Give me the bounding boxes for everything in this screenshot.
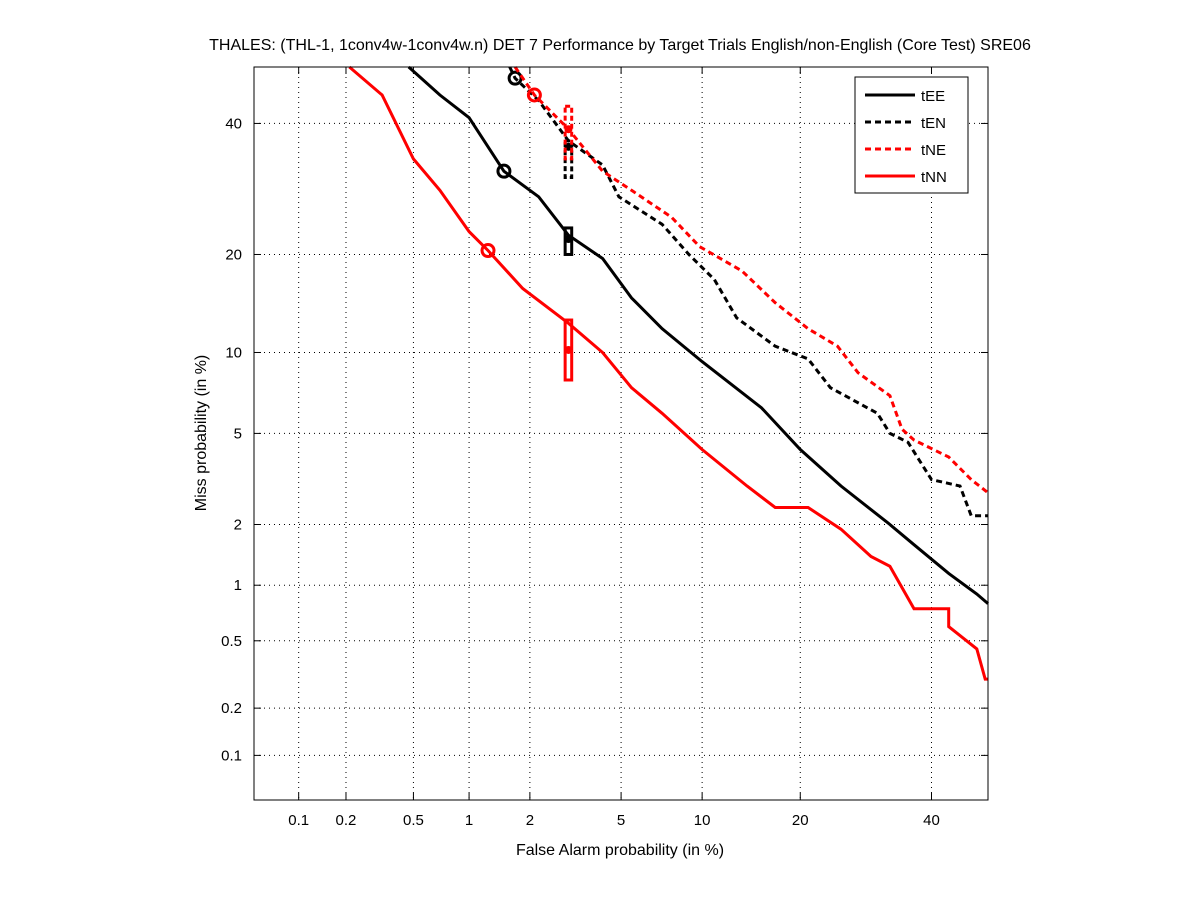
x-tick-label: 0.1 bbox=[288, 812, 309, 829]
x-tick-label: 0.5 bbox=[403, 812, 424, 829]
legend-label-tEE: tEE bbox=[921, 88, 945, 105]
y-tick-label: 20 bbox=[225, 246, 242, 263]
x-axis-label: False Alarm probability (in %) bbox=[516, 842, 724, 859]
y-tick-label: 0.1 bbox=[221, 747, 242, 764]
y-tick-label: 40 bbox=[225, 115, 242, 132]
y-tick-label: 5 bbox=[234, 425, 242, 442]
series-line-tEN bbox=[508, 66, 988, 518]
grid bbox=[254, 67, 988, 800]
y-tick-label: 2 bbox=[234, 516, 242, 533]
legend-label-tNN: tNN bbox=[921, 169, 947, 186]
x-tick-label: 10 bbox=[694, 812, 711, 829]
x-tick-label: 0.2 bbox=[336, 812, 357, 829]
y-tick-label: 0.5 bbox=[221, 633, 242, 650]
min-dcf-marker-tNN bbox=[480, 243, 496, 259]
legend-label-tNE: tNE bbox=[921, 142, 946, 159]
y-tick-label: 0.2 bbox=[221, 700, 242, 717]
x-tick-label: 1 bbox=[465, 812, 473, 829]
act-dcf-marker-tNN bbox=[564, 345, 573, 354]
curves bbox=[348, 65, 989, 681]
y-tick-label: 1 bbox=[234, 577, 242, 594]
x-tick-label: 20 bbox=[792, 812, 809, 829]
min-dcf-marker-tNE bbox=[526, 87, 542, 103]
x-tick-label: 2 bbox=[526, 812, 534, 829]
legend: tEE tEN tNE tNN bbox=[854, 76, 969, 194]
x-tick-label: 40 bbox=[923, 812, 940, 829]
y-axis-label: Miss probability (in %) bbox=[193, 355, 210, 511]
act-dcf-box-tNE bbox=[563, 104, 574, 161]
series-line-tEE bbox=[407, 65, 989, 605]
act-dcf-marker-tEE bbox=[564, 235, 573, 244]
chart-title: THALES: (THL-1, 1conv4w-1conv4w.n) DET 7… bbox=[209, 37, 1031, 54]
act-dcf-marker-tNE bbox=[564, 125, 573, 134]
ticks: 0.1 0.2 0.5 1 2 5 10 20 40 0.1 0.2 0.5 1 2 5 10 20 40 bbox=[221, 67, 988, 829]
min-dcf-marker-tEE bbox=[496, 163, 512, 179]
legend-label-tEN: tEN bbox=[921, 115, 946, 132]
y-tick-label: 10 bbox=[225, 344, 242, 361]
x-tick-label: 5 bbox=[617, 812, 625, 829]
series-line-tNN bbox=[348, 65, 988, 681]
series-line-tNE bbox=[513, 66, 989, 494]
